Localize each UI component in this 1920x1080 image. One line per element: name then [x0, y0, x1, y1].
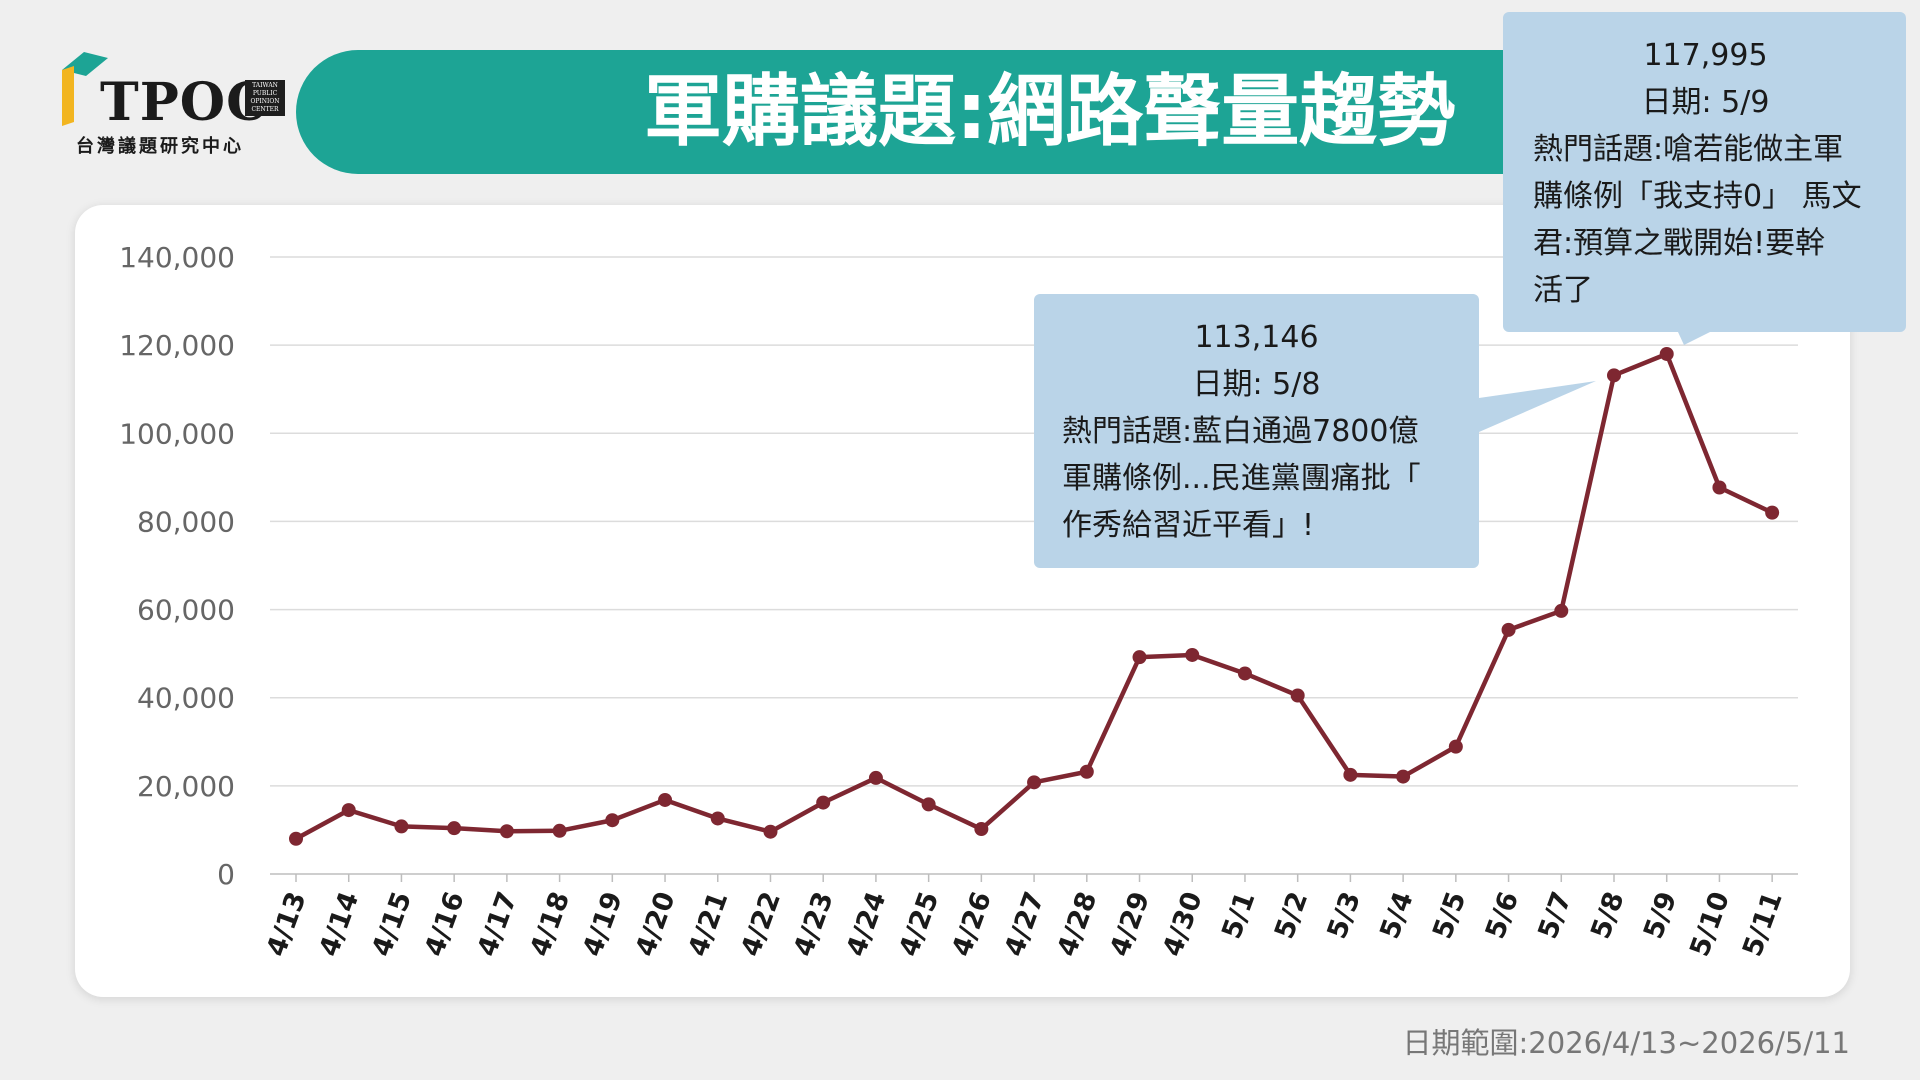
- data-point[interactable]: [605, 813, 620, 828]
- tooltip-topic-line: 熱門話題:嗆若能做主軍: [1533, 132, 1844, 167]
- x-tick-label: 4/14: [314, 888, 366, 961]
- title-banner: 軍購議題:網路聲量趨勢: [296, 50, 1546, 174]
- x-tick-label: 4/22: [735, 888, 787, 961]
- x-tick-label: 5/11: [1737, 888, 1789, 961]
- tooltip-5-9: 117,995 日期: 5/9 熱門話題:嗆若能做主軍 購條例「我支持0」 馬文…: [1503, 12, 1906, 332]
- data-point[interactable]: [1448, 739, 1463, 754]
- tooltip-topic-line: 作秀給習近平看」!: [1062, 508, 1315, 543]
- data-point[interactable]: [1079, 764, 1094, 779]
- data-point[interactable]: [394, 819, 409, 834]
- x-tick-label: 4/17: [472, 888, 524, 961]
- x-tick-label: 4/15: [366, 888, 418, 961]
- y-tick-label: 40,000: [137, 682, 235, 715]
- logo-small-text: TAIWAN PUBLIC OPINION CENTER: [245, 80, 285, 116]
- tooltip-topic-line: 熱門話題:藍白通過7800億: [1062, 414, 1419, 449]
- data-point[interactable]: [1765, 505, 1780, 520]
- data-point[interactable]: [341, 803, 356, 818]
- x-tick-label: 4/18: [524, 888, 576, 961]
- tpoc-logo: TPOC TAIWAN PUBLIC OPINION CENTER 台灣議題研究…: [62, 52, 292, 162]
- y-tick-label: 20,000: [137, 770, 235, 803]
- data-point[interactable]: [974, 822, 989, 837]
- x-tick-label: 4/16: [419, 888, 471, 961]
- x-tick-label: 5/8: [1585, 888, 1630, 943]
- data-point[interactable]: [1237, 666, 1252, 681]
- x-tick-label: 4/19: [577, 888, 629, 961]
- data-point[interactable]: [289, 831, 303, 846]
- tooltip-value: 117,995: [1643, 38, 1768, 73]
- y-tick-label: 120,000: [119, 329, 235, 362]
- data-point[interactable]: [1659, 346, 1674, 361]
- data-point[interactable]: [447, 821, 462, 836]
- tooltip-date: 日期: 5/8: [1192, 367, 1321, 402]
- data-point[interactable]: [1027, 775, 1042, 790]
- data-point[interactable]: [868, 770, 883, 785]
- x-tick-label: 4/28: [1052, 888, 1104, 961]
- data-point[interactable]: [1396, 769, 1411, 784]
- data-point[interactable]: [1343, 767, 1358, 782]
- data-point[interactable]: [710, 811, 725, 826]
- data-point[interactable]: [1501, 622, 1516, 637]
- data-point[interactable]: [1132, 650, 1147, 665]
- x-tick-label: 5/7: [1533, 888, 1578, 943]
- data-point[interactable]: [1712, 480, 1727, 495]
- x-tick-label: 4/25: [893, 888, 945, 961]
- y-tick-label: 80,000: [137, 505, 235, 538]
- x-tick-label: 5/9: [1638, 888, 1683, 943]
- x-tick-label: 4/29: [1104, 888, 1156, 961]
- x-tick-label: 5/10: [1684, 888, 1736, 961]
- logo-mark-icon: [62, 52, 108, 126]
- x-tick-label: 5/4: [1374, 888, 1419, 943]
- tooltip-value: 113,146: [1194, 320, 1319, 355]
- data-point[interactable]: [552, 823, 567, 838]
- x-tick-label: 5/1: [1216, 888, 1261, 943]
- x-tick-label: 5/3: [1322, 888, 1367, 943]
- tooltip-date: 日期: 5/9: [1641, 85, 1770, 120]
- data-point[interactable]: [1607, 368, 1621, 383]
- line-chart: 0 20,000 40,000 60,000 80,000 100,000 120,000 1…: [119, 241, 1798, 961]
- data-point[interactable]: [658, 792, 673, 807]
- date-range: 日期範圍:2026/4/13~2026/5/11: [1402, 1026, 1850, 1060]
- data-point[interactable]: [816, 795, 831, 810]
- y-tick-label: 0: [217, 858, 235, 891]
- y-tick-label: 60,000: [137, 594, 235, 627]
- tooltip-5-8: 113,146 日期: 5/8 熱門話題:藍白通過7800億 軍購條例...民進…: [1034, 294, 1479, 568]
- logo-subtitle: 台灣議題研究中心: [76, 136, 244, 157]
- x-tick-label: 4/30: [1157, 888, 1209, 961]
- x-tick-label: 5/2: [1269, 888, 1314, 943]
- x-tick-label: 4/13: [261, 888, 313, 961]
- x-tick-label: 5/6: [1480, 888, 1525, 943]
- x-tick-label: 5/5: [1427, 888, 1472, 943]
- data-point[interactable]: [1290, 688, 1305, 703]
- data-point[interactable]: [1185, 647, 1200, 662]
- x-tick-label: 4/21: [683, 888, 735, 961]
- tooltip-topic-line: 活了: [1533, 273, 1593, 308]
- x-tick-label: 4/23: [788, 888, 840, 961]
- logo-text: TPOC: [100, 72, 269, 133]
- chart-card: 0 20,000 40,000 60,000 80,000 100,000 120,000 1…: [75, 205, 1850, 997]
- data-point[interactable]: [763, 824, 778, 839]
- tooltip-topic-line: 購條例「我支持0」 馬文: [1533, 179, 1862, 214]
- x-tick-label: 4/26: [946, 888, 998, 961]
- y-tick-label: 100,000: [119, 417, 235, 450]
- tooltip-topic-line: 君:預算之戰開始!要幹: [1533, 226, 1826, 261]
- tooltip-topic-line: 軍購條例...民進黨團痛批「: [1062, 461, 1421, 496]
- x-tick-label: 4/24: [841, 888, 893, 961]
- y-tick-label: 140,000: [119, 241, 235, 274]
- x-tick-label: 4/27: [999, 888, 1051, 961]
- data-point[interactable]: [1554, 603, 1569, 618]
- chart-title: 軍購議題:網路聲量趨勢: [644, 67, 1456, 157]
- x-tick-label: 4/20: [630, 888, 682, 961]
- data-point[interactable]: [499, 824, 514, 839]
- data-point[interactable]: [921, 797, 936, 812]
